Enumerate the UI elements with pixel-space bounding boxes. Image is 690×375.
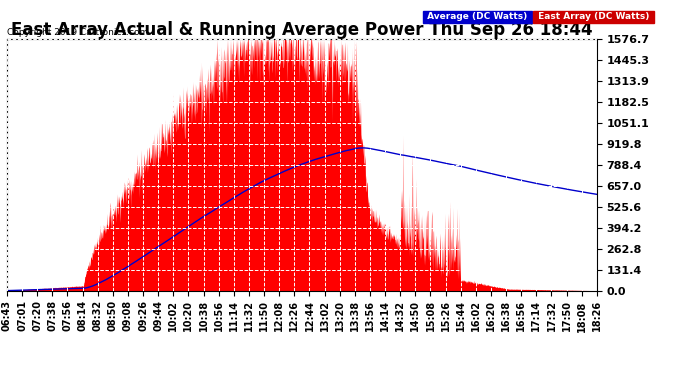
- Title: East Array Actual & Running Average Power Thu Sep 26 18:44: East Array Actual & Running Average Powe…: [11, 21, 593, 39]
- Text: Average (DC Watts): Average (DC Watts): [424, 12, 531, 21]
- Text: East Array (DC Watts): East Array (DC Watts): [535, 12, 652, 21]
- Text: Copyright 2019 Cartronics.com: Copyright 2019 Cartronics.com: [7, 28, 148, 37]
